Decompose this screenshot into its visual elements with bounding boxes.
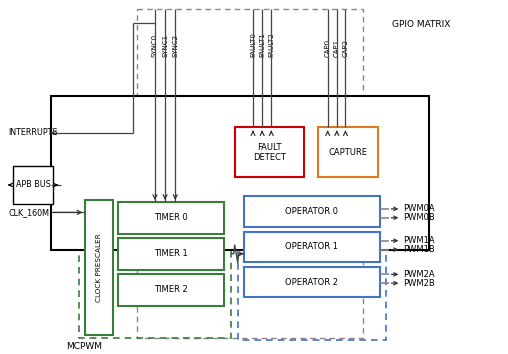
Bar [238,193,386,340]
Bar [51,96,429,250]
Bar [235,127,304,177]
Text: SYNC2: SYNC2 [172,34,178,57]
Text: SYNC0: SYNC0 [152,34,158,57]
Text: SYNC1: SYNC1 [162,34,168,57]
Bar [244,232,380,262]
Bar [79,193,231,338]
Bar [118,274,224,306]
Bar [13,166,53,204]
Bar [85,200,113,335]
Text: PWM2B: PWM2B [403,279,435,288]
Text: APB BUS: APB BUS [16,181,50,189]
Text: CAP1: CAP1 [334,39,340,57]
Bar [137,9,363,338]
Text: TIMER 1: TIMER 1 [154,249,187,258]
Text: CLK_160M: CLK_160M [8,208,49,217]
Text: CAPTURE: CAPTURE [329,148,367,157]
Text: PWM0B: PWM0B [403,213,435,222]
Text: TIMER 0: TIMER 0 [154,213,187,222]
Text: FAULT0: FAULT0 [250,32,256,57]
Text: CLOCK PRESCALER: CLOCK PRESCALER [96,233,102,302]
Text: TIMER 2: TIMER 2 [154,285,187,295]
Text: INTERRUPTS: INTERRUPTS [8,128,57,137]
Text: CAP0: CAP0 [325,39,331,57]
Bar [118,202,224,234]
Text: CAP2: CAP2 [342,39,348,57]
Text: PWM1A: PWM1A [403,236,435,245]
Bar [244,267,380,297]
Text: OPERATOR 1: OPERATOR 1 [285,242,338,251]
Text: PWM0A: PWM0A [403,204,435,213]
Text: PWM2A: PWM2A [403,270,435,279]
Text: OPERATOR 0: OPERATOR 0 [285,207,338,216]
Text: GPIO MATRIX: GPIO MATRIX [393,20,451,29]
Bar [244,196,380,227]
Text: FAULT2: FAULT2 [268,32,274,57]
Text: MCPWM: MCPWM [66,342,102,350]
Text: FAULT
DETECT: FAULT DETECT [253,143,285,162]
Bar [118,238,224,270]
Bar [318,127,378,177]
Text: OPERATOR 2: OPERATOR 2 [285,278,338,287]
Text: FAULT1: FAULT1 [259,32,265,57]
Text: PWM1B: PWM1B [403,245,435,254]
